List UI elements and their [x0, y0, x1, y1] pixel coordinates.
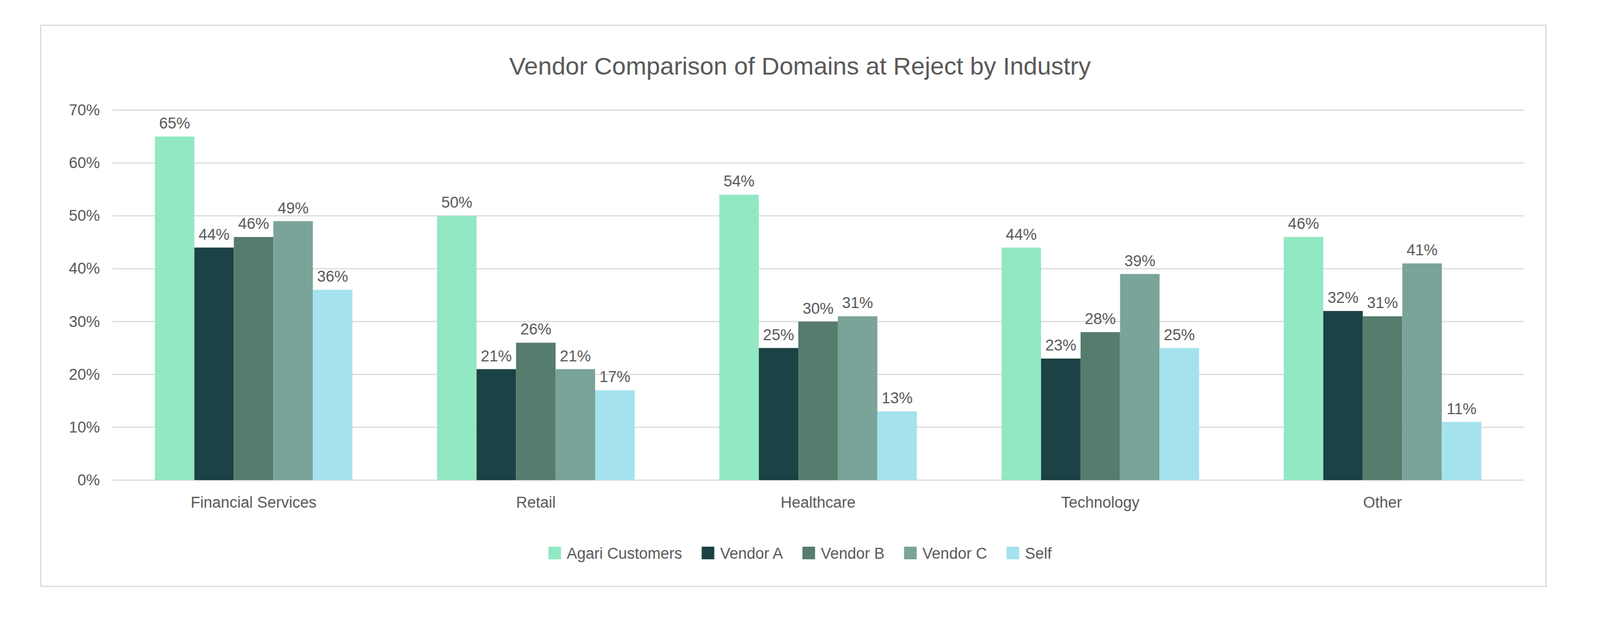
bar	[798, 321, 838, 481]
y-tick-label: 60%	[68, 154, 100, 172]
bar	[1041, 358, 1081, 481]
data-label: 31%	[841, 294, 873, 312]
grid-line	[112, 162, 1524, 164]
y-tick-label: 20%	[68, 366, 100, 384]
legend-item: Vendor B	[802, 545, 885, 563]
data-label: 30%	[802, 300, 834, 318]
bar	[555, 369, 596, 481]
legend-item: Agari Customers	[548, 545, 683, 563]
data-label: 49%	[277, 199, 309, 217]
data-label: 11%	[1446, 400, 1477, 418]
x-tick-label: Financial Services	[190, 494, 317, 512]
data-label: 54%	[723, 172, 755, 190]
chart-frame	[40, 25, 1547, 587]
data-label: 46%	[1287, 215, 1319, 233]
legend-label: Agari Customers	[567, 545, 683, 563]
data-label: 50%	[441, 193, 473, 212]
legend-swatch	[1006, 546, 1020, 560]
bar	[1362, 316, 1403, 481]
bar	[312, 289, 353, 481]
data-label: 44%	[198, 226, 230, 244]
bar	[273, 221, 313, 481]
data-label: 44%	[1006, 226, 1038, 244]
y-tick-label: 40%	[68, 259, 100, 278]
y-tick-label: 30%	[68, 313, 100, 331]
bar	[837, 316, 878, 481]
bar	[1441, 422, 1482, 481]
data-label: 23%	[1045, 336, 1077, 355]
legend-label: Self	[1024, 545, 1052, 563]
bar	[194, 247, 235, 481]
data-label: 39%	[1124, 252, 1156, 270]
y-tick-label: 70%	[68, 101, 100, 119]
bar	[595, 390, 635, 481]
data-label: 26%	[520, 320, 552, 339]
chart: Vendor Comparison of Domains at Reject b…	[0, 0, 1600, 631]
data-label: 21%	[480, 347, 512, 365]
data-label: 21%	[560, 347, 592, 365]
bar	[719, 194, 759, 481]
chart-title: Vendor Comparison of Domains at Reject b…	[509, 52, 1091, 80]
legend-label: Vendor B	[820, 545, 885, 563]
legend-item: Vendor C	[903, 545, 988, 563]
y-tick-label: 50%	[68, 207, 100, 225]
data-label: 46%	[238, 215, 270, 233]
data-label: 41%	[1406, 241, 1438, 259]
bar	[758, 348, 799, 481]
legend-swatch	[701, 546, 715, 560]
bar	[437, 215, 477, 481]
data-label: 31%	[1367, 294, 1398, 312]
y-tick-label: 0%	[77, 471, 100, 489]
data-label: 25%	[1163, 326, 1195, 344]
x-tick-label: Healthcare	[780, 494, 856, 512]
x-tick-label: Retail	[515, 494, 556, 512]
bar	[515, 342, 556, 481]
data-label: 17%	[599, 368, 631, 386]
legend-swatch	[548, 546, 562, 560]
bars	[154, 136, 1482, 481]
legend-swatch	[903, 546, 917, 560]
data-labels: 65% 50% 54% 44% 46% 44% 21% 25% 23% 32% 46% 26% 30% 2…	[158, 114, 1477, 418]
legend-label: Vendor A	[720, 545, 784, 563]
bar	[1402, 263, 1443, 481]
bar	[1120, 274, 1160, 481]
bar	[1323, 311, 1363, 481]
bar	[233, 237, 274, 481]
grid-line	[112, 109, 1524, 111]
legend-label: Vendor C	[922, 545, 988, 563]
bar	[1283, 237, 1324, 481]
legend-swatch	[802, 546, 815, 560]
legend: Agari Customers Vendor A Vendor B Vendor C S…	[548, 545, 1052, 563]
bar	[476, 369, 516, 481]
data-label: 36%	[317, 268, 349, 286]
bar	[1080, 332, 1121, 481]
x-tick-label: Other	[1362, 494, 1403, 512]
data-label: 65%	[158, 114, 190, 132]
data-label: 28%	[1084, 310, 1116, 328]
data-label: 25%	[763, 326, 795, 344]
bar	[877, 411, 918, 481]
bar	[1159, 348, 1200, 481]
bar	[154, 136, 195, 481]
legend-item: Vendor A	[701, 545, 784, 563]
y-tick-label: 10%	[68, 418, 100, 437]
data-label: 13%	[881, 389, 913, 407]
bar	[1001, 247, 1042, 481]
legend-item: Self	[1006, 545, 1052, 563]
data-label: 32%	[1327, 289, 1359, 307]
x-tick-label: Technology	[1061, 494, 1140, 512]
